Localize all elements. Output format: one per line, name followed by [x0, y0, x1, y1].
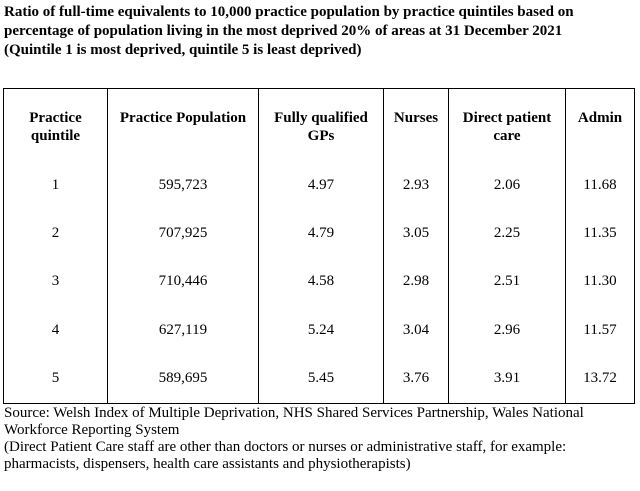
table-cell: 2.96: [448, 306, 566, 355]
table-cell: 710,446: [107, 257, 259, 307]
table-cell: 4.58: [258, 257, 384, 307]
column-header: Fully qualified GPs: [258, 88, 384, 161]
title-line: Ratio of full-time equivalents to 10,000…: [4, 4, 574, 39]
table-cell: 11.68: [565, 161, 635, 210]
column-header: Nurses: [383, 88, 449, 161]
note: (Direct Patient Care staff are other tha…: [4, 439, 567, 472]
table-cell: 589,695: [107, 354, 259, 404]
column-header: Practice quintile: [3, 88, 108, 161]
title: Ratio of full-time equivalents to 10,000…: [4, 3, 636, 60]
table-cell: 3.76: [383, 354, 449, 404]
header-row: Practice quintile Practice Population Full…: [3, 88, 635, 161]
table-cell: 1: [3, 161, 108, 210]
table-cell: 2.51: [448, 257, 566, 307]
table-cell: 3.91: [448, 354, 566, 404]
data-table: Practice quintile Practice Population Full…: [3, 88, 635, 404]
note: Source: Welsh Index of Multiple Deprivat…: [4, 405, 584, 438]
table-cell: 5: [3, 354, 108, 404]
table-cell: 3.04: [383, 306, 449, 355]
title-line: (Quintile 1 is most deprived, quintile 5…: [4, 42, 362, 58]
table-cell: 3: [3, 257, 108, 307]
column-header: Admin: [565, 88, 635, 161]
table-cell: 3.05: [383, 209, 449, 258]
table-cell: 707,925: [107, 209, 259, 258]
table-cell: 2.25: [448, 209, 566, 258]
table-row: 4 627,119 5.24 3.04 2.96 11.57: [3, 306, 635, 355]
table-cell: 2.98: [383, 257, 449, 307]
table-cell: 4: [3, 306, 108, 355]
notes: Source: Welsh Index of Multiple Deprivat…: [4, 405, 636, 473]
table-cell: 13.72: [565, 354, 635, 404]
table-row: 3 710,446 4.58 2.98 2.51 11.30: [3, 257, 635, 307]
table-cell: 11.57: [565, 306, 635, 355]
table-cell: 11.30: [565, 257, 635, 307]
table-cell: 627,119: [107, 306, 259, 355]
table-cell: 11.35: [565, 209, 635, 258]
table-cell: 4.79: [258, 209, 384, 258]
table-row: 2 707,925 4.79 3.05 2.25 11.35: [3, 209, 635, 258]
column-header: Practice Population: [107, 88, 259, 161]
table-cell: 4.97: [258, 161, 384, 210]
table-row: 5 589,695 5.45 3.76 3.91 13.72: [3, 354, 635, 404]
table-cell: 2.06: [448, 161, 566, 210]
table-row: 1 595,723 4.97 2.93 2.06 11.68: [3, 161, 635, 210]
table-cell: 2.93: [383, 161, 449, 210]
column-header: Direct patient care: [448, 88, 566, 161]
table-cell: 5.45: [258, 354, 384, 404]
table-cell: 2: [3, 209, 108, 258]
table-cell: 5.24: [258, 306, 384, 355]
table-cell: 595,723: [107, 161, 259, 210]
